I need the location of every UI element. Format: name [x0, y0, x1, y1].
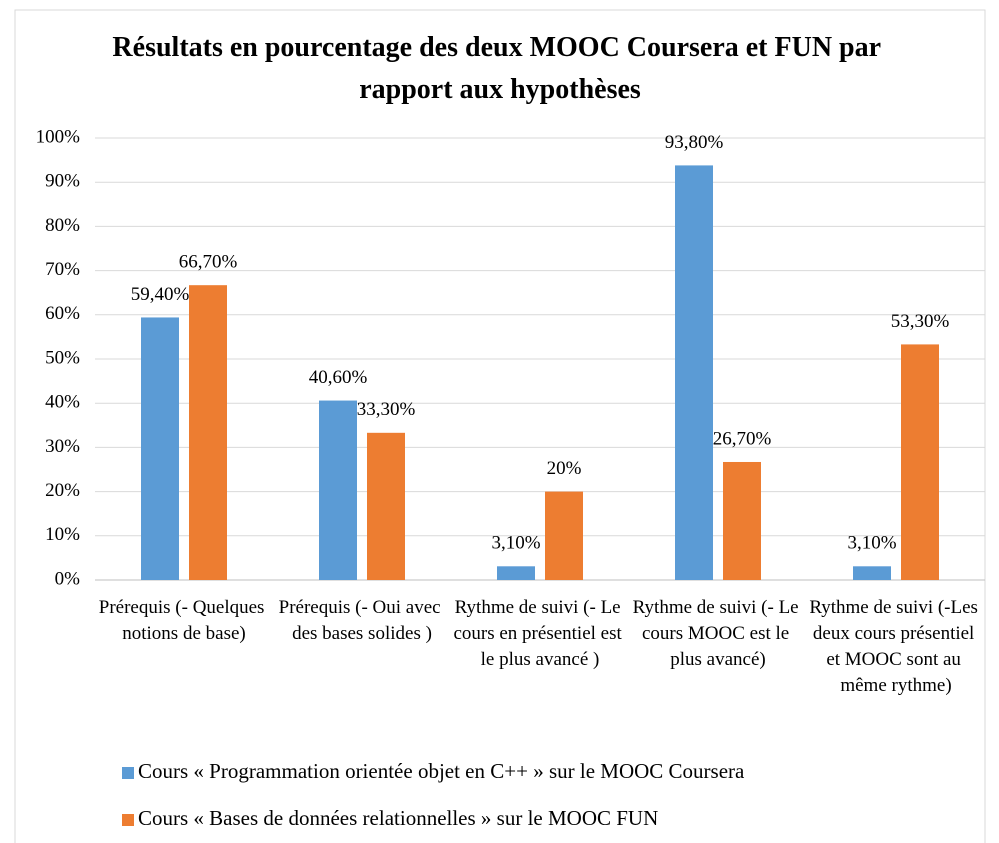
chart-title: Résultats en pourcentage des deux MOOC C… [112, 32, 887, 105]
bar [545, 491, 583, 580]
data-label: 40,60% [309, 367, 368, 388]
data-label: 66,70% [179, 252, 238, 273]
y-tick-label: 50% [45, 347, 80, 368]
y-tick-label: 60% [45, 303, 80, 324]
bar [497, 566, 535, 580]
data-label: 93,80% [665, 132, 724, 153]
bar [189, 285, 227, 580]
data-label: 59,40% [131, 284, 190, 305]
data-label: 20% [547, 458, 582, 479]
data-label: 53,30% [891, 311, 950, 332]
legend-swatch [122, 814, 134, 826]
bar [901, 344, 939, 580]
y-tick-label: 20% [45, 480, 80, 501]
data-label: 33,30% [357, 399, 416, 420]
legend-label: Cours « Bases de données relationnelles … [138, 806, 658, 830]
x-tick-label: Prérequis (- Quelques notions de base) [99, 597, 269, 644]
legend-label: Cours « Programmation orientée objet en … [138, 759, 745, 783]
y-tick-label: 0% [55, 568, 81, 589]
y-tick-label: 70% [45, 259, 80, 280]
data-label: 3,10% [491, 533, 540, 554]
legend-swatch [122, 767, 134, 779]
bar [675, 165, 713, 581]
bar [141, 317, 179, 580]
x-tick-label: Prérequis (- Oui avec des bases solides … [279, 597, 446, 644]
y-tick-label: 80% [45, 215, 80, 236]
y-tick-label: 100% [36, 126, 81, 147]
y-tick-label: 90% [45, 171, 80, 192]
y-tick-label: 40% [45, 392, 80, 413]
bar [723, 461, 761, 580]
bar [367, 432, 405, 580]
y-tick-label: 10% [45, 524, 80, 545]
data-label: 26,70% [713, 428, 772, 449]
data-label: 3,10% [847, 533, 896, 554]
x-tick-label: Rythme de suivi (-Les deux cours présent… [809, 597, 982, 696]
x-tick-label: Rythme de suivi (- Le cours MOOC est le … [633, 597, 804, 670]
y-tick-label: 30% [45, 436, 80, 457]
bar [853, 566, 891, 580]
bar [319, 400, 357, 580]
x-tick-label: Rythme de suivi (- Le cours en présentie… [453, 597, 626, 670]
